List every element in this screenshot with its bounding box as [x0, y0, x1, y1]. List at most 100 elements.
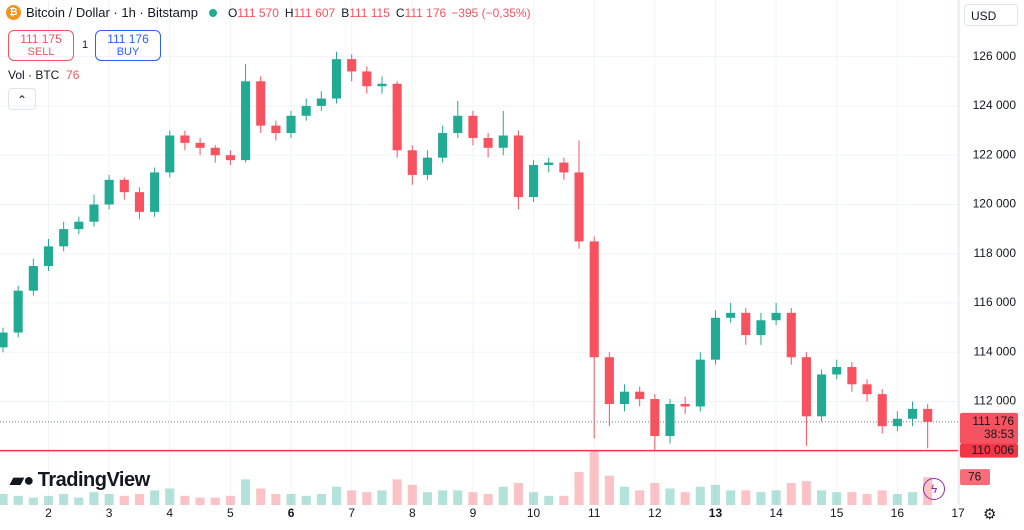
x-tick-label: 3 — [106, 506, 113, 520]
ohlc-value: 111 176 — [404, 5, 447, 20]
volume-bar — [695, 486, 705, 505]
candle-body — [286, 115, 296, 134]
ohlc-legend: O111 570 H111 607 B111 115 C111 176 — [228, 6, 446, 20]
ohlc-item: C111 176 — [396, 6, 446, 20]
candle-body — [407, 150, 417, 175]
candle-body — [907, 408, 918, 419]
collapse-button[interactable]: ⌃ — [8, 88, 36, 110]
x-tick-label: 11 — [588, 506, 601, 520]
volume-bar — [180, 495, 190, 505]
candle-body — [165, 135, 175, 173]
volume-axis-label: 76 — [968, 469, 982, 483]
volume-bar — [907, 492, 918, 505]
volume-bar — [574, 472, 584, 505]
volume-bar — [13, 495, 23, 505]
ohlc-item: H111 607 — [285, 6, 335, 20]
volume-bar — [468, 492, 478, 505]
ohlc-item: B111 115 — [341, 6, 390, 20]
candle-body — [256, 81, 266, 126]
volume-bar — [650, 483, 660, 505]
candle-body — [786, 312, 796, 358]
volume-bar — [362, 492, 372, 505]
volume-bar — [119, 495, 129, 505]
ohlc-value: 111 570 — [237, 5, 279, 20]
candle-body — [347, 59, 357, 72]
candle-body — [89, 204, 99, 222]
candle-body — [331, 59, 342, 99]
volume-bar — [392, 479, 402, 505]
candle-body — [589, 241, 599, 358]
candle-body — [877, 394, 887, 427]
lightning-button[interactable]: ϟ — [923, 478, 945, 500]
y-tick-label: 116 000 — [974, 295, 1017, 309]
ohlc-key: B — [341, 5, 350, 20]
candle-body — [195, 142, 205, 148]
volume-bar — [59, 494, 69, 505]
candle-body — [756, 320, 766, 336]
candle-body — [832, 367, 842, 375]
volume-bar — [559, 495, 569, 505]
volume-bar — [165, 488, 175, 505]
volume-bar — [104, 494, 114, 505]
volume-bar — [862, 494, 872, 505]
price-line-box — [960, 443, 1018, 458]
buy-button[interactable]: 111 176 BUY — [95, 30, 161, 61]
x-tick-label: 13 — [709, 506, 723, 520]
candle-body — [13, 290, 23, 333]
volume-bar — [710, 484, 721, 505]
sell-button[interactable]: 111 175 SELL — [8, 30, 74, 61]
candle-body — [180, 135, 190, 143]
ohlc-item: O111 570 — [228, 6, 279, 20]
volume-bar — [134, 494, 145, 505]
candle-body — [695, 359, 705, 407]
candle-body — [771, 312, 781, 321]
candle-body — [271, 125, 281, 134]
volume-bar — [89, 492, 99, 505]
volume-bar — [544, 495, 554, 505]
volume-title: Vol · BTC — [8, 68, 60, 82]
ohlc-key: C — [395, 5, 405, 20]
candle-body — [650, 399, 660, 437]
candle-body — [119, 179, 129, 193]
x-tick-label: 14 — [769, 506, 783, 520]
candle-body — [726, 312, 736, 318]
volume-bar — [241, 479, 251, 505]
volume-bar — [0, 494, 8, 505]
y-tick-label: 126 000 — [973, 49, 1017, 63]
candle-body — [604, 357, 614, 404]
volume-bar — [256, 488, 266, 505]
volume-bar — [316, 494, 326, 505]
last-price-label: 111 176 — [972, 414, 1014, 428]
candle-body — [483, 137, 493, 148]
volume-bar — [604, 475, 614, 505]
volume-bar — [513, 483, 523, 505]
candle-body — [741, 312, 751, 336]
volume-bar — [877, 490, 887, 505]
volume-bar — [756, 492, 766, 505]
currency-button[interactable]: USD — [964, 4, 1018, 26]
candle-body — [513, 135, 523, 198]
candle-body — [59, 229, 69, 247]
volume-bar — [453, 490, 463, 505]
y-tick-label: 118 000 — [974, 246, 1017, 260]
candle-body — [817, 374, 827, 417]
x-tick-label: 12 — [648, 506, 662, 520]
ohlc-value: 111 115 — [349, 5, 390, 20]
ohlc-key: O — [227, 5, 238, 20]
volume-bar — [892, 494, 902, 505]
x-tick-label: 16 — [891, 506, 905, 520]
candle-body — [362, 71, 372, 87]
candle-body — [104, 179, 114, 205]
candle-body — [665, 404, 675, 437]
candle-body — [529, 165, 539, 198]
volume-bar — [483, 494, 493, 505]
candle-body — [923, 408, 933, 422]
candle-body — [847, 367, 857, 385]
volume-bar — [438, 490, 448, 505]
volume-bar — [726, 490, 736, 505]
x-tick-label: 10 — [527, 506, 541, 520]
candle-body — [892, 418, 902, 427]
coin-icon: ₿ — [6, 5, 21, 20]
settings-button[interactable]: ⚙ — [983, 506, 997, 523]
change: −395 (−0,35%) — [451, 5, 531, 20]
